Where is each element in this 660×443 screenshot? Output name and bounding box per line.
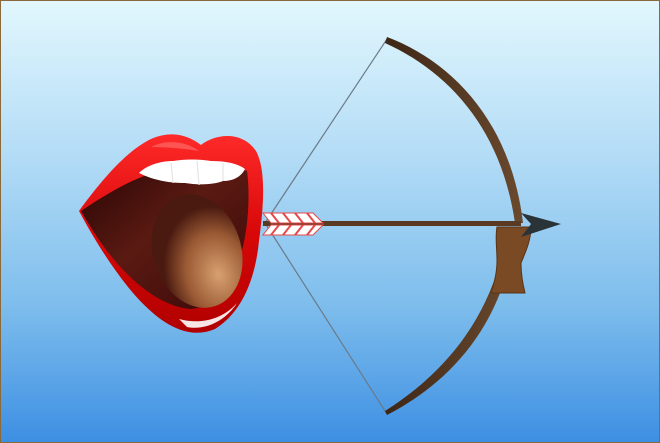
open-mouth: [79, 134, 264, 333]
upper-lip-shine: [151, 142, 199, 151]
lower-lip-shine: [179, 303, 237, 328]
upper-teeth: [139, 159, 245, 185]
bow-limb-lower: [385, 231, 515, 415]
tongue: [151, 194, 243, 308]
bow-string: [264, 38, 388, 415]
arrow-shaft: [263, 221, 521, 226]
bow-grip: [490, 226, 532, 294]
bow-limb-upper: [385, 37, 523, 223]
teeth-gaps: [170, 160, 224, 186]
arrow-fletching: [261, 212, 325, 236]
arrowhead: [521, 213, 561, 237]
arrow: [261, 212, 561, 237]
bow: [385, 37, 532, 415]
